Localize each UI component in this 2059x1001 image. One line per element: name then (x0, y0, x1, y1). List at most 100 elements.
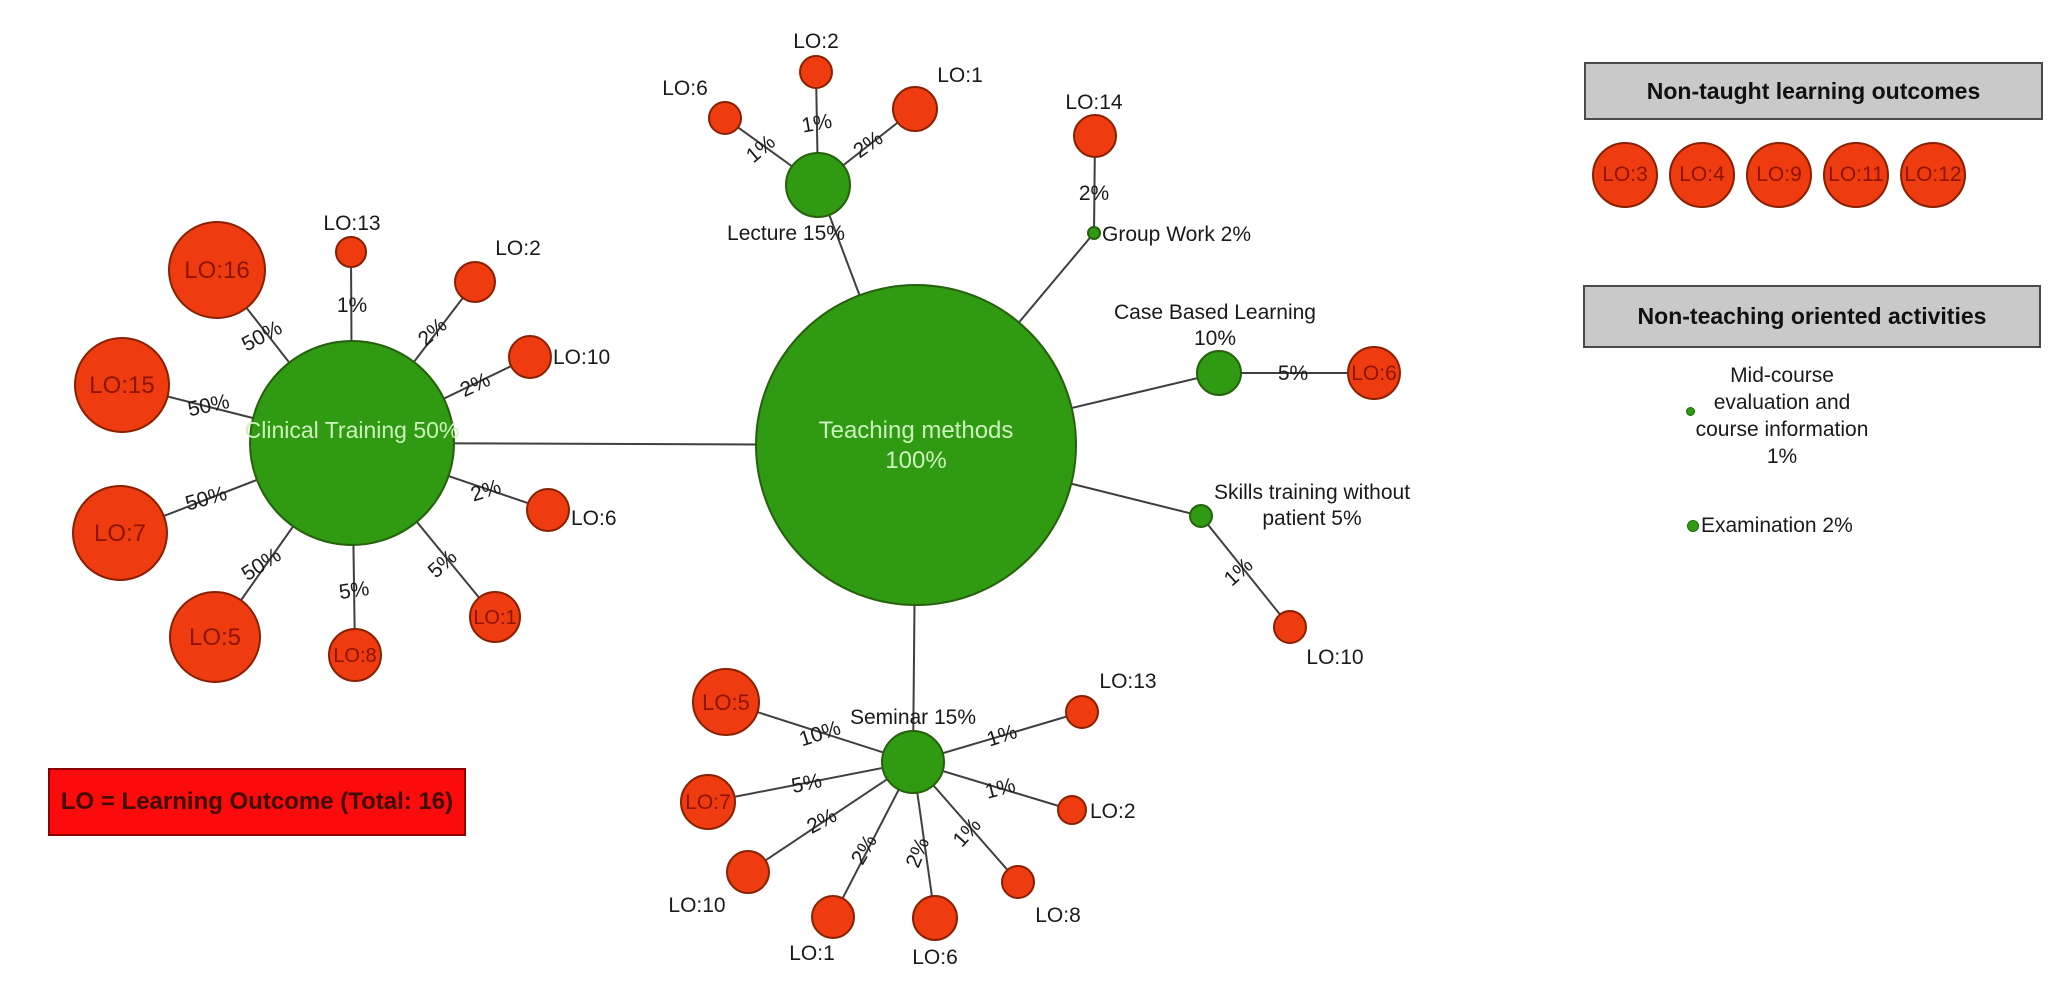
node-cl-lo5-circle (169, 591, 261, 683)
node-lec-lo6-circle (708, 101, 742, 135)
node-lec-lo2-circle (799, 55, 833, 89)
node-cl-lo10-label: LO:10 (553, 346, 610, 369)
node-sem-lo8-circle (1001, 865, 1035, 899)
node-cl-lo2-label: LO:2 (495, 237, 541, 260)
node-lec-lo1-label: LO:1 (937, 64, 983, 87)
non-taught-outcome-circle-1: LO:3 (1592, 142, 1658, 208)
examination-label: Examination 2% (1701, 514, 1853, 537)
node-sem-lo1-label: LO:1 (789, 942, 835, 965)
non-taught-outcome-circle-3: LO:9 (1746, 142, 1812, 208)
examination-dot-icon (1687, 520, 1699, 532)
node-cbl-lo6-label: LO:6 (1351, 362, 1397, 385)
node-teaching-circle (755, 284, 1077, 606)
edge-seminar-sem-lo10-weight-label: 2% (803, 804, 841, 839)
edge-clinical-cl-lo15-weight-label: 50% (186, 390, 232, 421)
node-cl-lo5-label: LO:5 (189, 624, 241, 651)
node-cl-lo6-label: LO:6 (571, 507, 617, 530)
node-cl-lo15-label: LO:15 (89, 372, 154, 399)
edge-clinical-cl-lo1-weight-label: 5% (424, 545, 462, 582)
node-groupwork-label: Group Work 2% (1102, 223, 1251, 246)
edge-lecture-lec-lo6-weight-label: 1% (742, 130, 780, 167)
node-sem-lo2-circle (1057, 795, 1087, 825)
edge-seminar-sem-lo2-weight-label: 1% (983, 774, 1018, 804)
node-cl-lo10-circle (508, 335, 552, 379)
node-sem-lo5-circle (692, 668, 760, 736)
node-sem-lo13-label: LO:13 (1099, 670, 1156, 693)
edge-clinical-cl-lo10-weight-label: 2% (457, 368, 494, 402)
non-teaching-activities-header: Non-teaching oriented activities (1583, 285, 2041, 348)
node-groupwork-circle (1087, 226, 1101, 240)
non-taught-outcome-circle-5: LO:12 (1900, 142, 1966, 208)
node-sk-lo10-label: LO:10 (1306, 646, 1363, 669)
node-cl-lo13-circle (335, 236, 367, 268)
edge-groupwork-gw-lo14-weight-label: 2% (1079, 182, 1109, 205)
edge-cbl-cbl-lo6-weight-label: 5% (1278, 362, 1308, 385)
node-clinical-circle (249, 340, 455, 546)
edge-clinical-cl-lo5-weight-label: 50% (238, 543, 286, 585)
edge-lecture-lec-lo2-weight-label: 1% (800, 110, 834, 138)
node-lec-lo2-label: LO:2 (793, 30, 839, 53)
non-teaching-activities-title: Non-teaching oriented activities (1637, 303, 1987, 329)
node-cl-lo16-circle (168, 221, 266, 319)
edge-skills-sk-lo10-weight-label: 1% (1220, 553, 1258, 590)
node-cl-lo15-circle (74, 337, 170, 433)
node-seminar-circle (881, 730, 945, 794)
node-skills-circle (1189, 504, 1213, 528)
node-lecture-circle (785, 152, 851, 218)
non-taught-outcomes-title: Non-taught learning outcomes (1646, 77, 1981, 104)
node-sem-lo7-label: LO:7 (685, 791, 731, 814)
node-sem-lo2-label: LO:2 (1090, 800, 1136, 823)
non-taught-outcomes-row: LO:3 LO:4 LO:9 LO:11 LO:12 (1592, 142, 1966, 208)
node-lecture-label: Lecture 15% (727, 222, 845, 245)
node-cbl-label: Case Based Learning 10% (1114, 301, 1316, 350)
node-sem-lo13-circle (1065, 695, 1099, 729)
lo-abbreviation-note-text: LO = Learning Outcome (Total: 16) (60, 788, 454, 815)
node-sem-lo5-label: LO:5 (702, 690, 750, 715)
node-skills-label: Skills training without patient 5% (1214, 481, 1410, 530)
edge-seminar-sem-lo6-weight-label: 2% (902, 834, 935, 871)
node-cl-lo6-circle (526, 488, 570, 532)
node-sk-lo10-circle (1273, 610, 1307, 644)
node-teaching-label: Teaching methods 100% (819, 417, 1014, 474)
edge-lecture-lec-lo1-weight-label: 2% (849, 127, 887, 163)
edge-seminar-sem-lo1-weight-label: 2% (847, 831, 882, 869)
node-sem-lo6-circle (912, 895, 958, 941)
node-sem-lo1-circle (811, 895, 855, 939)
node-cl-lo1-label: LO:1 (473, 607, 516, 629)
mid-course-evaluation-label: Mid-course evaluation and course informa… (1695, 364, 1869, 468)
node-sem-lo6-label: LO:6 (912, 946, 958, 969)
edge-clinical-cl-lo13-weight-label: 1% (337, 294, 367, 317)
node-cl-lo2-circle (454, 261, 496, 303)
edge-seminar-sem-lo10 (747, 761, 914, 873)
edge-seminar-sem-lo13-weight-label: 1% (984, 720, 1020, 751)
non-taught-outcome-circle-2: LO:4 (1669, 142, 1735, 208)
edge-clinical-cl-lo8-weight-label: 5% (337, 577, 370, 604)
non-taught-outcome-circle-4: LO:11 (1823, 142, 1889, 208)
node-sem-lo10-circle (726, 850, 770, 894)
node-gw-lo14-circle (1073, 114, 1117, 158)
edge-clinical-cl-lo7-weight-label: 50% (183, 482, 230, 516)
node-lec-lo1-circle (892, 86, 938, 132)
mid-course-dot-icon (1686, 407, 1695, 416)
node-cl-lo8-circle (328, 628, 382, 682)
node-gw-lo14-label: LO:14 (1065, 91, 1123, 114)
node-cl-lo7-circle (72, 485, 168, 581)
edge-seminar-sem-lo8-weight-label: 1% (948, 814, 985, 852)
edge-seminar-sem-lo7-weight-label: 5% (789, 769, 823, 798)
node-cbl-circle (1196, 350, 1242, 396)
node-clinical-label: Clinical Training 50% (245, 417, 460, 443)
non-taught-outcomes-header: Non-taught learning outcomes (1584, 62, 2043, 120)
node-cl-lo8-label: LO:8 (333, 645, 376, 667)
node-cl-lo1-circle (469, 591, 521, 643)
node-seminar-label: Seminar 15% (850, 706, 976, 729)
node-cl-lo13-label: LO:13 (323, 212, 380, 235)
node-cl-lo16-label: LO:16 (184, 257, 249, 284)
node-cl-lo7-label: LO:7 (94, 520, 146, 547)
node-lec-lo6-label: LO:6 (662, 77, 708, 100)
edge-clinical-cl-lo6-weight-label: 2% (468, 475, 504, 506)
edge-skills-sk-lo10 (1200, 515, 1291, 628)
edge-seminar-sem-lo5-weight-label: 10% (796, 716, 843, 751)
node-sem-lo10-label: LO:10 (668, 894, 725, 917)
